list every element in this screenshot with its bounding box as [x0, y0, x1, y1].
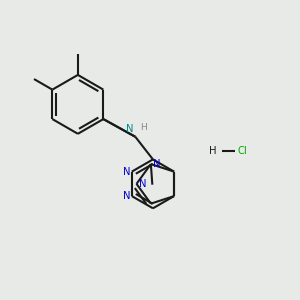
Text: N: N [139, 179, 146, 189]
Text: N: N [153, 159, 160, 169]
Text: H: H [140, 123, 146, 132]
Text: N: N [126, 124, 134, 134]
Text: N: N [123, 167, 130, 177]
Text: Cl: Cl [238, 146, 247, 157]
Text: N: N [123, 191, 130, 201]
Text: H: H [209, 146, 216, 157]
